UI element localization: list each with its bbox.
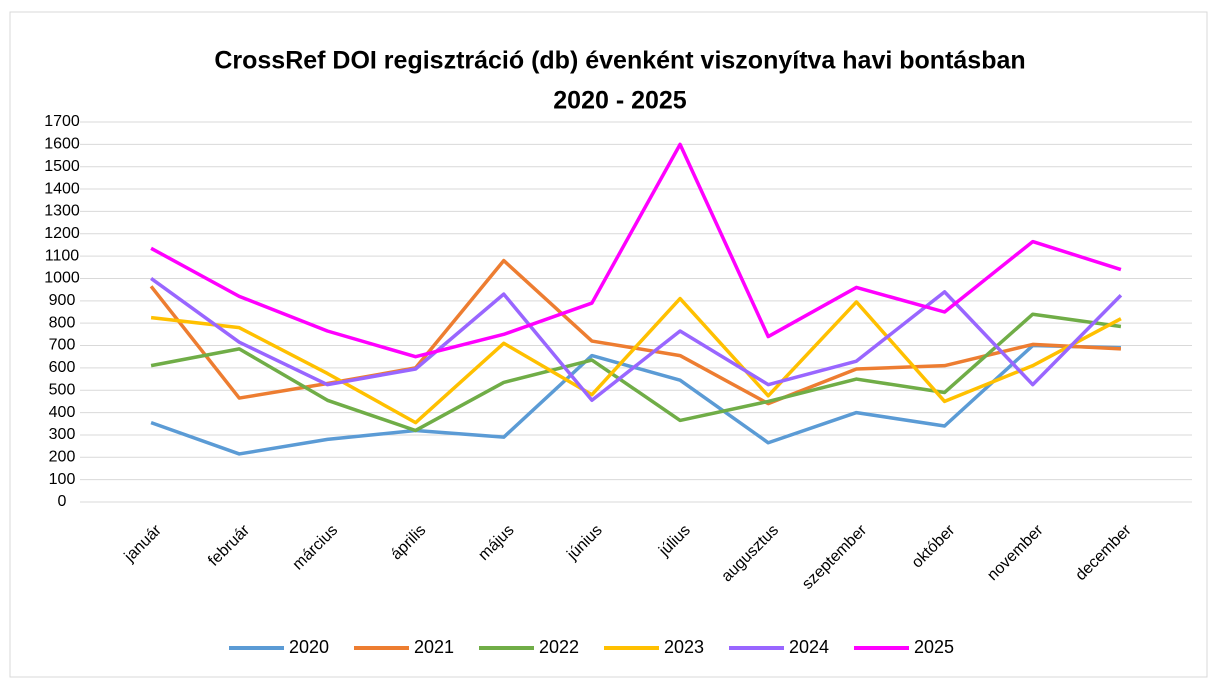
chart-title: CrossRef DOI regisztráció (db) évenként … xyxy=(214,47,1025,75)
y-tick-label: 1000 xyxy=(44,270,80,287)
series-line xyxy=(150,296,1122,425)
y-tick-label: 1300 xyxy=(44,203,80,220)
series-line xyxy=(150,142,1122,359)
legend-label: 2022 xyxy=(539,637,579,657)
y-tick-label: 300 xyxy=(49,426,76,443)
chart-title: 2020 - 2025 xyxy=(553,87,687,115)
y-tick-label: 1200 xyxy=(44,225,80,242)
series-line xyxy=(150,277,1123,403)
y-tick-label: 200 xyxy=(49,449,76,466)
y-tick-label: 700 xyxy=(49,337,76,354)
y-tick-label: 600 xyxy=(49,359,76,376)
y-tick-label: 400 xyxy=(49,404,76,421)
series-line xyxy=(150,343,1121,456)
y-tick-label: 0 xyxy=(58,493,67,510)
y-tick-label: 800 xyxy=(49,314,76,331)
legend-label: 2025 xyxy=(914,637,954,657)
series-line xyxy=(150,312,1122,433)
y-tick-label: 500 xyxy=(49,381,76,398)
legend-label: 2023 xyxy=(664,637,704,657)
legend-label: 2020 xyxy=(289,637,329,657)
y-tick-label: 1500 xyxy=(44,158,80,175)
y-tick-label: 100 xyxy=(49,471,76,488)
y-tick-label: 1700 xyxy=(44,113,80,130)
y-tick-label: 1400 xyxy=(44,180,80,197)
legend-label: 2024 xyxy=(789,637,829,657)
y-tick-label: 900 xyxy=(49,292,76,309)
y-tick-label: 1100 xyxy=(45,247,80,264)
legend-label: 2021 xyxy=(414,637,454,657)
y-tick-label: 1600 xyxy=(44,136,80,153)
